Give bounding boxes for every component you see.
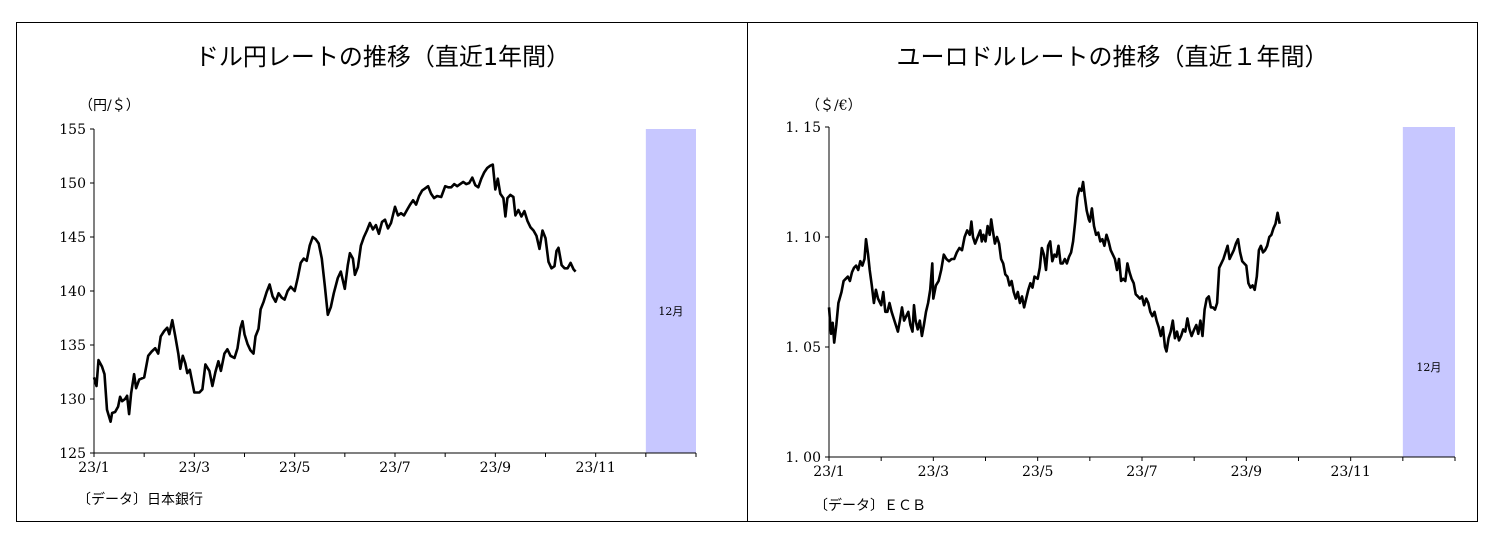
x-tick-label: 23/5 (1022, 464, 1053, 480)
y-tick-label: 150 (59, 176, 86, 192)
eurusd-chart-panel: ユーロドルレートの推移（直近１年間） （＄/€） 12月 1. 15 1. 10 1.… (747, 22, 1478, 522)
y-axis-unit-label: （円/＄） (79, 98, 140, 114)
x-tick-label: 23/7 (379, 460, 410, 476)
data-source-label: 〔データ〕日本銀行 (77, 492, 203, 508)
x-tick-label: 23/9 (480, 460, 511, 476)
x-tick-label: 23/11 (1330, 464, 1370, 480)
x-tick-label: 23/9 (1231, 464, 1262, 480)
highlight-label: 12月 (658, 305, 683, 318)
y-tick-label: 145 (59, 230, 86, 246)
x-tick-label: 23/3 (179, 460, 210, 476)
x-tick-label: 23/7 (1126, 464, 1157, 480)
y-tick-label: 1. 05 (785, 340, 821, 356)
y-axis-unit-label: （＄/€） (806, 98, 862, 114)
y-tick-label: 135 (59, 338, 86, 354)
x-tick-label: 23/1 (78, 460, 109, 476)
x-tick-label: 23/5 (279, 460, 310, 476)
chart-title: ドル円レートの推移（直近1年間） (194, 43, 571, 71)
y-tick-label: 155 (59, 122, 86, 138)
y-tick-label: 1. 10 (785, 230, 821, 246)
data-source-label: 〔データ〕ＥＣＢ (814, 498, 926, 514)
usdjpy-chart-panel: ドル円レートの推移（直近1年間） （円/＄） 12月 155 150 145 140 13… (16, 22, 748, 522)
december-highlight-band (645, 129, 696, 453)
y-tick-label: 1. 00 (785, 450, 821, 466)
december-highlight-band (1402, 127, 1455, 457)
y-tick-label: 125 (59, 446, 86, 462)
y-tick-label: 140 (59, 284, 86, 300)
series-line-0 (827, 180, 1281, 353)
highlight-label: 12月 (1416, 361, 1441, 374)
chart-title: ユーロドルレートの推移（直近１年間） (896, 43, 1329, 71)
y-tick-label: 1. 15 (785, 120, 821, 136)
x-tick-label: 23/3 (918, 464, 949, 480)
y-tick-label: 130 (59, 392, 86, 408)
x-tick-label: 23/11 (575, 460, 615, 476)
series-line-0 (92, 163, 577, 423)
x-tick-label: 23/1 (813, 464, 844, 480)
